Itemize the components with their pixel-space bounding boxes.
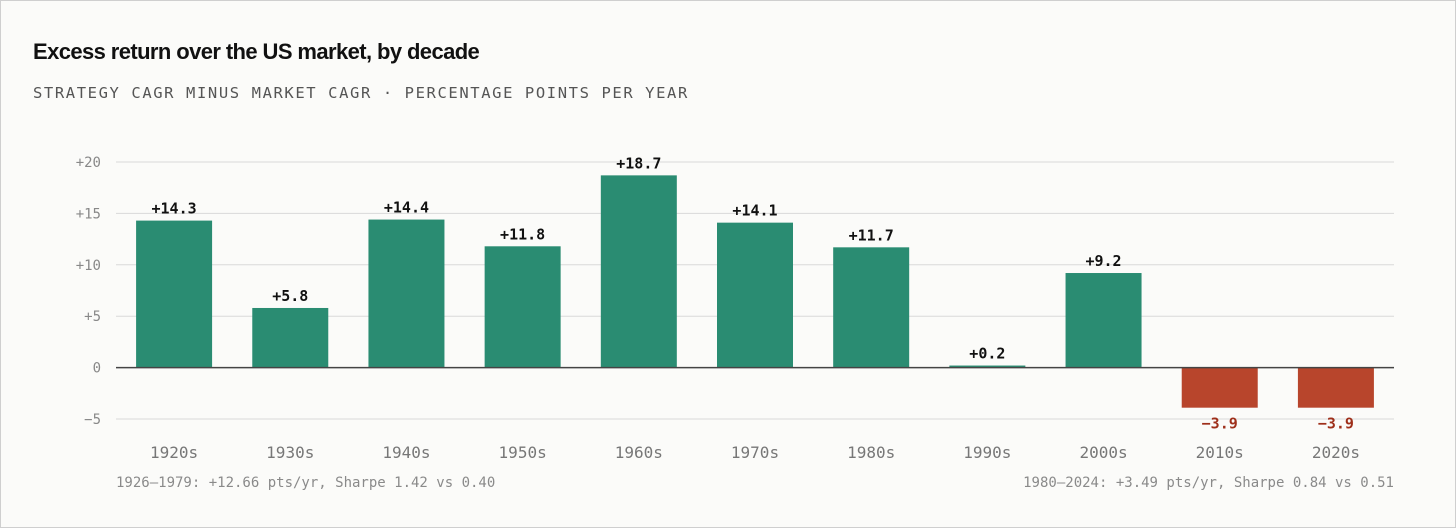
y-tick-label: +10 — [76, 258, 101, 274]
data-label: +11.7 — [849, 226, 894, 244]
bar-1920s — [136, 220, 213, 368]
y-tick-label: +5 — [84, 309, 101, 325]
bars — [136, 175, 1374, 408]
data-label: +5.8 — [272, 287, 308, 305]
x-tick-label: 1980s — [847, 443, 895, 462]
data-label: +14.4 — [384, 199, 429, 217]
bar-1930s — [252, 307, 329, 368]
x-axis-ticks: 1920s 1930s 1940s 1950s 1960s 1970s 1980s 1990s… — [150, 443, 1360, 462]
annotation-left: 1926–1979: +12.66 pts/yr, Sharpe 1.42 vs… — [116, 475, 496, 491]
x-tick-label: 1990s — [963, 443, 1011, 462]
bar-1980s — [833, 247, 910, 368]
data-label: +11.8 — [500, 225, 545, 243]
x-tick-label: 1950s — [499, 443, 547, 462]
x-tick-label: 2010s — [1196, 443, 1244, 462]
y-tick-label: +15 — [76, 206, 101, 222]
x-tick-label: 2000s — [1079, 443, 1127, 462]
data-label: +14.1 — [732, 202, 777, 220]
x-tick-label: 2020s — [1312, 443, 1360, 462]
y-tick-label: 0 — [93, 361, 101, 377]
x-tick-label: 1970s — [731, 443, 779, 462]
chart-subtitle: STRATEGY CAGR MINUS MARKET CAGR · PERCEN… — [33, 84, 689, 102]
data-label: +18.7 — [616, 154, 661, 172]
gridlines — [116, 161, 1394, 420]
bar-1950s — [484, 246, 561, 368]
bar-1960s — [600, 175, 677, 368]
data-label: +9.2 — [1085, 252, 1121, 270]
y-axis-ticks: +20 +15 +10 +5 0 −5 — [76, 155, 101, 428]
bar-2020s — [1297, 367, 1374, 408]
x-tick-label: 1930s — [266, 443, 314, 462]
data-label: −3.9 — [1318, 415, 1354, 433]
data-label: +0.2 — [969, 345, 1005, 363]
data-label: −3.9 — [1202, 415, 1238, 433]
x-tick-label: 1940s — [382, 443, 430, 462]
annotation-right: 1980–2024: +3.49 pts/yr, Sharpe 0.84 vs … — [1023, 475, 1394, 491]
data-labels: +14.3 +5.8 +14.4 +11.8 +18.7 +14.1 +11.7 +0.2 +9… — [152, 154, 1354, 432]
chart-title: Excess return over the US market, by dec… — [33, 39, 480, 64]
bar-2000s — [1065, 273, 1142, 368]
data-label: +14.3 — [152, 200, 197, 218]
x-tick-label: 1920s — [150, 443, 198, 462]
y-tick-label: −5 — [84, 412, 101, 428]
x-tick-label: 1960s — [615, 443, 663, 462]
bar-2010s — [1181, 367, 1258, 408]
y-tick-label: +20 — [76, 155, 101, 171]
bar-1970s — [717, 222, 793, 368]
bar-1940s — [368, 219, 445, 368]
bar-1990s — [949, 365, 1026, 368]
